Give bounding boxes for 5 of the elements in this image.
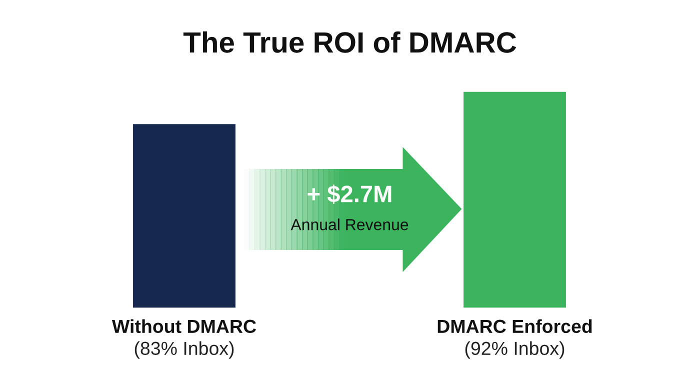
x-tick-label: DMARC Enforced (92% Inbox) bbox=[438, 319, 592, 359]
annotation: Annual Revenue bbox=[290, 218, 408, 230]
x-tick-label: Without DMARC (83% Inbox) bbox=[112, 319, 256, 359]
chart-title: The True ROI of DMARC bbox=[183, 31, 516, 53]
annotation: + $2.7M bbox=[308, 184, 392, 204]
